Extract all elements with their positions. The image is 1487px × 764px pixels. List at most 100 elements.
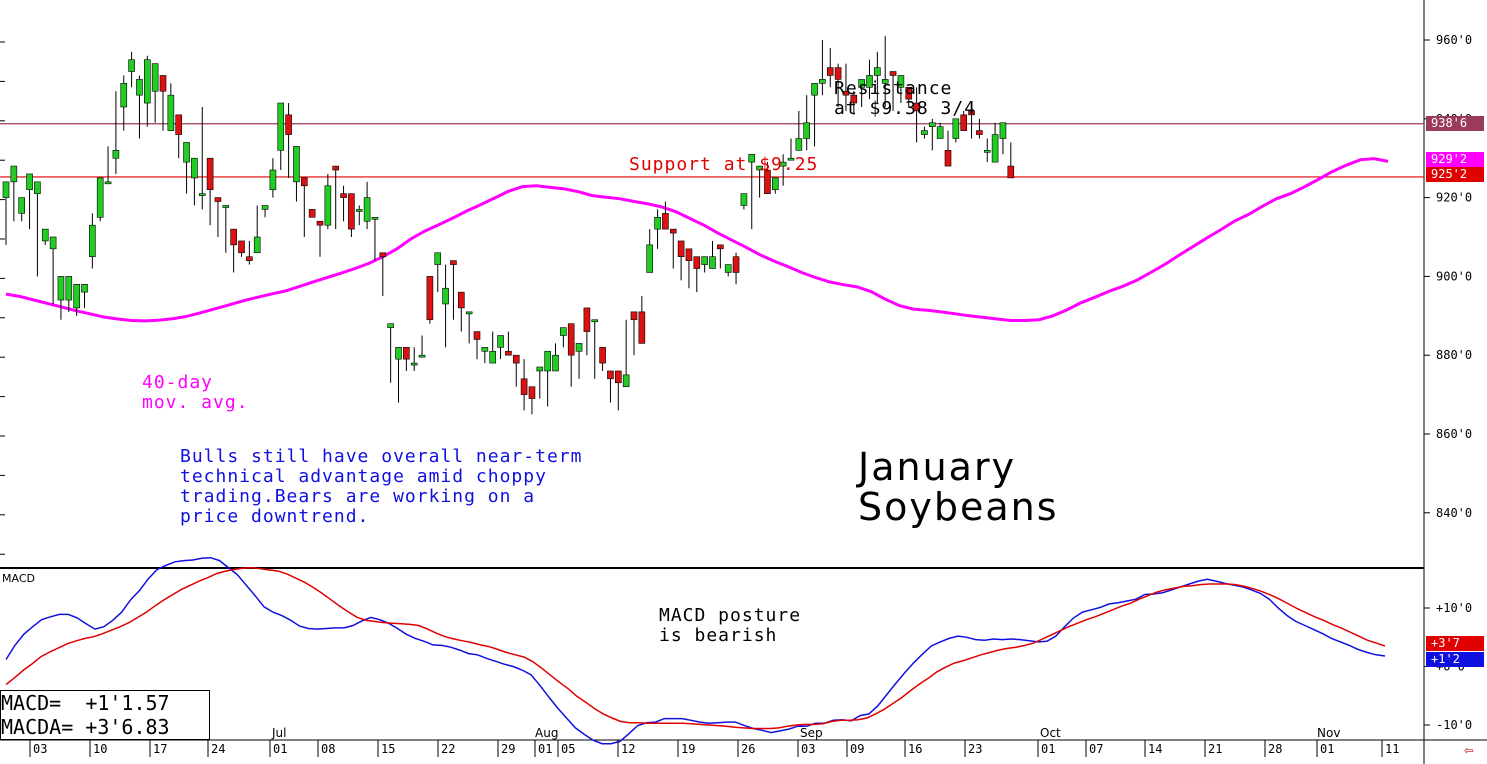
moving-average-annotation: 40-day mov. avg. <box>142 372 249 413</box>
candle-body <box>614 370 622 384</box>
candle-body <box>112 150 120 159</box>
moving-average-line <box>5 157 1389 323</box>
candle-body <box>803 122 811 139</box>
x-day-label: 29 <box>501 742 515 756</box>
resistance-annotation: Resistance at $9.38 3/4 <box>834 78 977 119</box>
candle-body <box>732 256 740 273</box>
candle-body <box>1007 165 1015 179</box>
candle-body <box>489 350 497 364</box>
macda-value-tag: +3'7 <box>1426 636 1484 651</box>
candle-body <box>418 354 426 358</box>
candle-body <box>795 138 803 151</box>
macd-readout-value: +1'1.57 <box>85 691 170 715</box>
x-day-label: 01 <box>1041 742 1055 756</box>
macd-y-tick-label: -10'0 <box>1436 718 1472 732</box>
macd-annotation: MACD posture is bearish <box>659 605 802 646</box>
candle-body <box>983 150 991 153</box>
candle-body <box>269 169 277 191</box>
x-month-label: Oct <box>1040 726 1061 740</box>
x-day-label: 10 <box>93 742 107 756</box>
candle-body <box>198 193 206 196</box>
candle-body <box>952 118 960 139</box>
candle-body <box>874 67 881 76</box>
candle-body <box>528 386 536 399</box>
candle-body <box>685 248 693 261</box>
candle-body <box>151 63 159 92</box>
candle-body <box>49 236 57 250</box>
candle-body <box>371 217 379 220</box>
candle-body <box>246 256 253 261</box>
candle-body <box>222 205 230 208</box>
candle-body <box>709 256 716 269</box>
candle-body <box>834 67 842 80</box>
x-day-label: 26 <box>741 742 755 756</box>
candle-body <box>277 102 285 151</box>
candle-body <box>206 157 214 191</box>
candle-body <box>771 177 779 191</box>
candle-body <box>128 59 135 72</box>
candle-body <box>630 311 638 321</box>
candle-body <box>740 193 748 206</box>
candle-body <box>905 86 913 100</box>
candle-body <box>340 193 347 198</box>
candle-body <box>787 157 795 161</box>
candle-body <box>324 185 332 226</box>
x-day-label: 03 <box>801 742 815 756</box>
x-day-label: 12 <box>621 742 635 756</box>
candle-body <box>583 307 591 332</box>
candle-body <box>913 102 920 112</box>
candle-body <box>191 157 198 179</box>
candle-body <box>26 173 33 191</box>
candle-body <box>261 205 269 210</box>
candle-body <box>599 347 606 364</box>
candle-body <box>662 213 669 230</box>
candle-body <box>512 354 520 364</box>
candle-body <box>928 122 936 127</box>
candle-body <box>65 276 73 301</box>
x-day-label: 28 <box>1268 742 1282 756</box>
candle-body <box>214 197 222 202</box>
candle-body <box>96 177 104 218</box>
candle-body <box>591 319 599 323</box>
candle-body <box>552 354 559 372</box>
candle-body <box>57 276 65 301</box>
price-y-tick-label: 880'0 <box>1436 348 1472 362</box>
x-day-label: 09 <box>850 742 864 756</box>
support-price-tag: 925'2 <box>1426 167 1484 182</box>
candle-body <box>457 291 465 309</box>
price-y-tick-label: 900'0 <box>1436 269 1472 283</box>
price-y-tick-label: 860'0 <box>1436 427 1472 441</box>
candle-body <box>434 252 442 265</box>
scroll-left-arrow-icon[interactable]: ⇦ <box>1464 740 1474 759</box>
candle-body <box>426 276 434 321</box>
candle-body <box>677 240 685 258</box>
candle-body <box>536 366 544 372</box>
macd-series-line <box>5 566 1386 730</box>
x-day-label: 24 <box>211 742 225 756</box>
x-day-label: 11 <box>1385 742 1399 756</box>
x-day-label: 22 <box>441 742 455 756</box>
candle-body <box>253 236 261 254</box>
candle-body <box>73 283 80 309</box>
candle-body <box>159 75 167 92</box>
x-month-label: Nov <box>1317 726 1340 740</box>
candle-body <box>858 79 865 88</box>
candle-body <box>89 224 96 257</box>
candle-body <box>10 165 18 183</box>
candle-body <box>866 75 873 88</box>
candle-body <box>944 150 952 167</box>
x-day-label: 16 <box>908 742 922 756</box>
candle-body <box>473 331 481 340</box>
macd-value-tag: +1'2 <box>1426 652 1484 667</box>
candle-body <box>144 59 151 104</box>
candle-body <box>481 347 489 352</box>
macd-series-line <box>5 556 1386 745</box>
candle-body <box>544 350 551 372</box>
candle-body <box>936 126 944 139</box>
candle-body <box>850 94 858 104</box>
macd-panel-label: MACD <box>2 572 35 585</box>
candle-body <box>889 71 897 76</box>
candle-body <box>183 142 190 163</box>
candle-body <box>81 283 88 293</box>
